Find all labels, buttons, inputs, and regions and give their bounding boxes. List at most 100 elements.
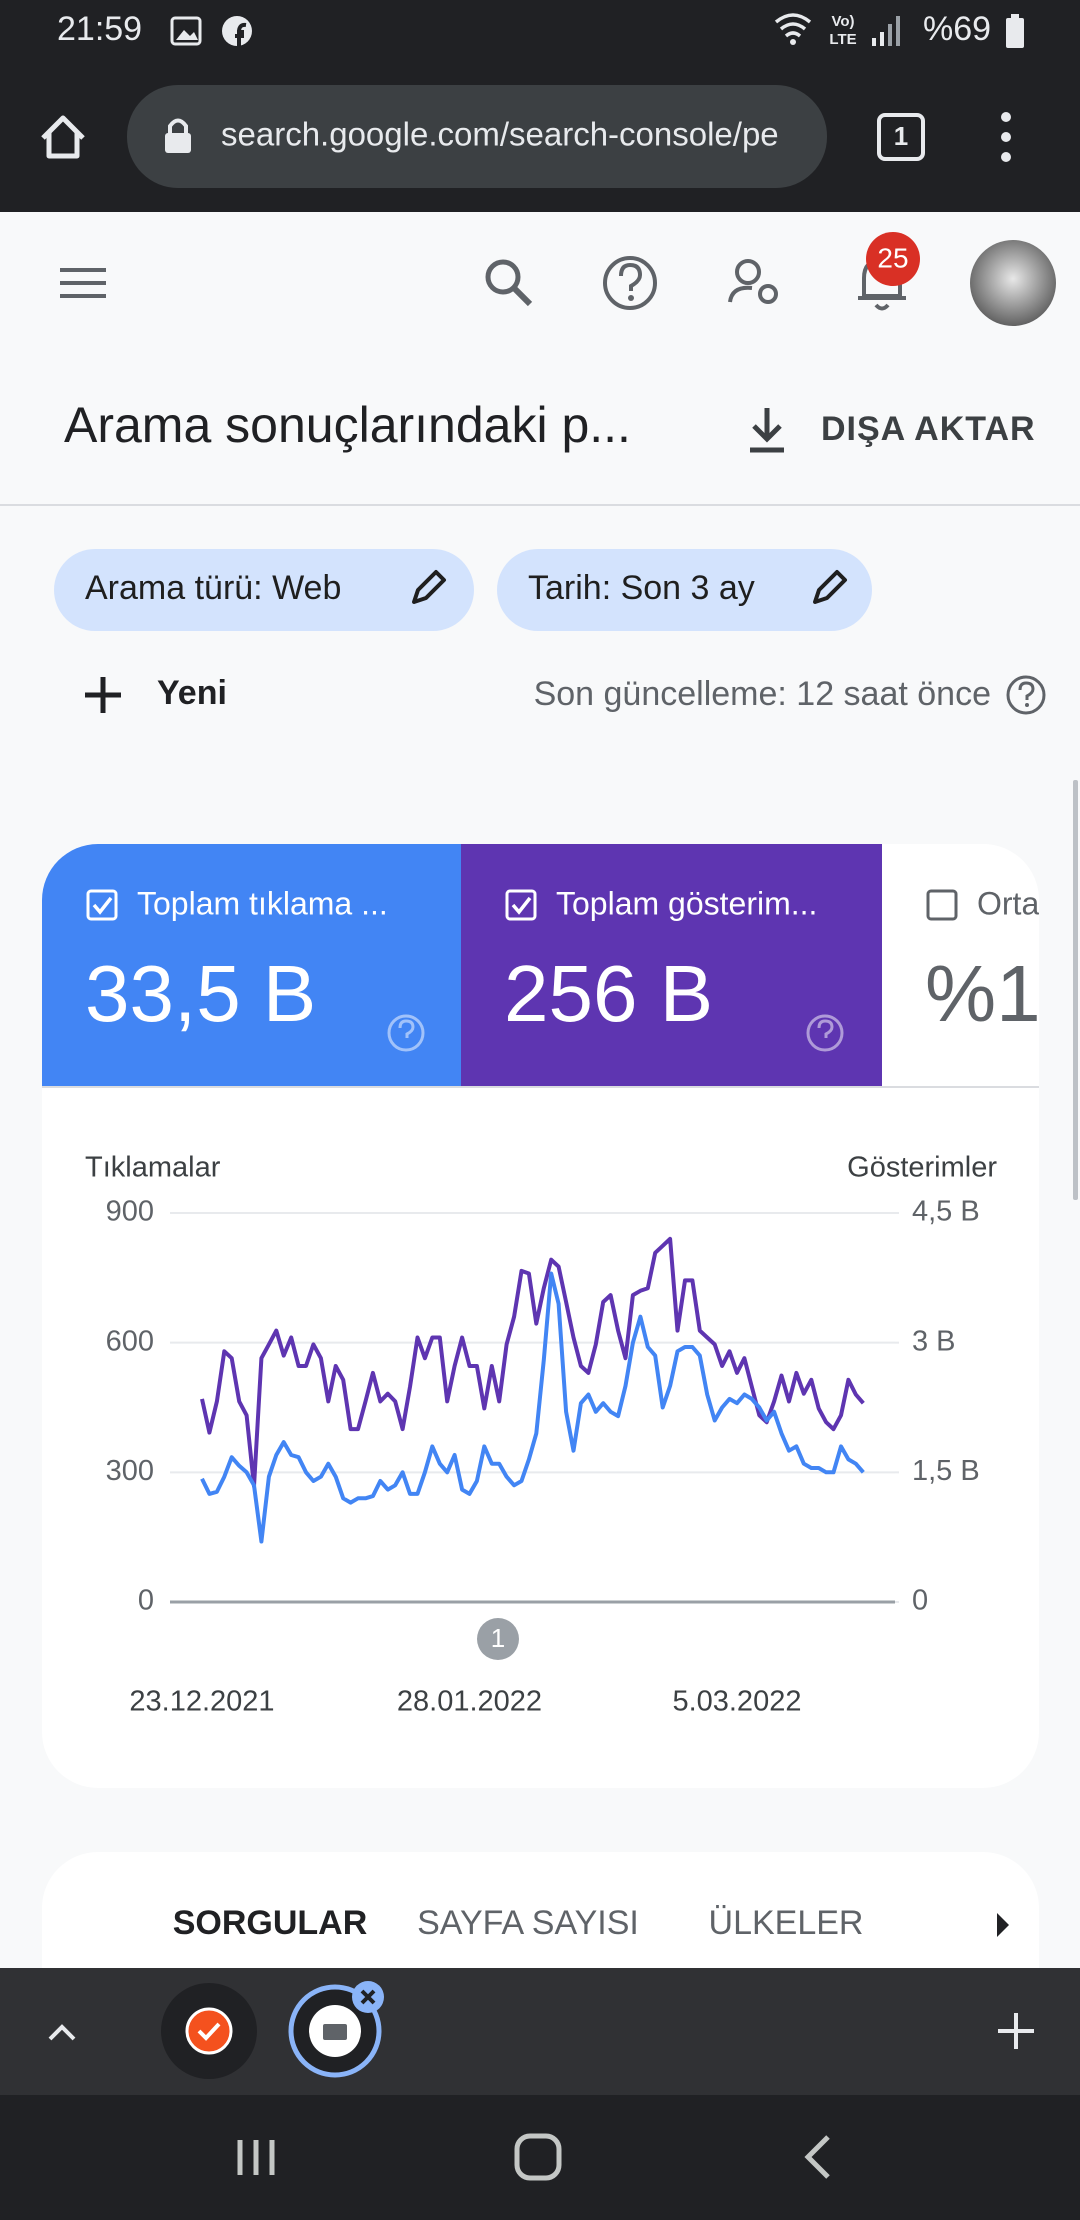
metric-tiles: Toplam tıklama ... 33,5 B Toplam gösterim.… (42, 844, 1039, 1087)
edit-icon-part (412, 570, 446, 604)
tab[interactable]: SORGULAR (173, 1904, 368, 1942)
wifi-icon-part (774, 13, 812, 38)
signal-icon-part (888, 24, 892, 46)
edit-icon[interactable] (412, 570, 446, 604)
tab-switcher[interactable] (877, 113, 925, 161)
wifi-icon-part (790, 39, 796, 45)
app-tab[interactable] (288, 1981, 384, 2078)
users-button-part (735, 259, 761, 285)
expand-button-part (48, 2024, 76, 2041)
metric-value: 33,5 B (85, 949, 316, 1038)
y-axis-title: Tıklamalar (85, 1152, 221, 1184)
back-button-part (804, 2135, 830, 2179)
expand-button[interactable] (48, 2024, 76, 2041)
help-icon[interactable] (1006, 675, 1046, 715)
url-bar[interactable] (127, 85, 827, 188)
metric-label[interactable]: Toplam tıklama ... (137, 885, 388, 921)
y-tick-label: 300 (106, 1455, 154, 1487)
search-button[interactable] (485, 259, 533, 307)
app-tab[interactable] (161, 1983, 257, 2079)
filter-chip[interactable] (497, 549, 872, 631)
facebook-icon-part (235, 22, 247, 46)
tabs-scroll-arrow[interactable] (997, 1913, 1009, 1937)
signal-icon-part (872, 38, 876, 46)
help-icon-part (1025, 703, 1029, 707)
tabs: SORGULAR SAYFA SAYISI ÜLKELER (173, 1904, 864, 1942)
gallery-icon-part (176, 30, 198, 40)
y2-axis-title: Gösterimler (847, 1152, 997, 1184)
filter-chip[interactable] (54, 549, 474, 631)
url-text[interactable]: search.google.com/search-console/pe (221, 116, 779, 153)
x-tick-label: 28.01.2022 (397, 1686, 542, 1718)
new-filter[interactable]: Yeni (157, 674, 227, 712)
filter-chip-label[interactable]: Tarih: Son 3 ay (528, 569, 755, 607)
download-icon[interactable] (750, 408, 784, 453)
page-title: Arama sonuçlarındaki p... (64, 397, 631, 453)
export-button[interactable]: DIŞA AKTAR (821, 410, 1036, 448)
users-button-part (728, 285, 753, 303)
facebook-icon (222, 16, 252, 46)
y-tick-label: 0 (138, 1585, 154, 1617)
battery-icon-part (1006, 18, 1024, 48)
metric-checkbox[interactable] (86, 889, 118, 921)
y-tick-label: 900 (106, 1196, 154, 1228)
battery-level: %69 (923, 10, 991, 48)
notification-count[interactable]: 25 (877, 242, 908, 273)
app-tab-part (185, 2007, 233, 2055)
y2-tick-label: 1,5 B (912, 1455, 980, 1487)
checkmark (511, 896, 532, 915)
metric-tile[interactable] (42, 844, 461, 1087)
volte-label: LTE (829, 31, 856, 48)
metric-tile[interactable] (882, 844, 1039, 1087)
metric-checkbox[interactable] (926, 889, 958, 921)
app-tab-part (197, 2022, 221, 2041)
notification-badge[interactable] (866, 232, 920, 286)
home-nav-button[interactable] (514, 2133, 562, 2181)
users-button-part (758, 284, 778, 304)
tab[interactable]: SAYFA SAYISI (417, 1904, 639, 1942)
metric-help[interactable] (806, 1014, 844, 1052)
users-button[interactable] (728, 259, 778, 304)
data-line (200, 1236, 865, 1489)
signal-icon-part (896, 16, 900, 46)
search-button-part (511, 285, 533, 307)
back-button[interactable] (804, 2135, 830, 2179)
metric-value: 256 B (504, 949, 713, 1038)
avatar[interactable] (970, 240, 1056, 326)
metric-checkbox[interactable] (505, 889, 537, 921)
metric-label[interactable]: Orta (977, 885, 1039, 921)
filter-chip-label[interactable]: Arama türü: Web (85, 569, 341, 607)
browser-menu-part (1001, 152, 1011, 162)
add-tab[interactable] (998, 2013, 1034, 2049)
metric-tile[interactable] (461, 844, 882, 1087)
search-button-part (485, 259, 521, 295)
tab[interactable]: ÜLKELER (709, 1904, 864, 1942)
annotation-label[interactable]: 1 (491, 1623, 505, 1653)
recents-button[interactable] (237, 2140, 275, 2175)
metric-help[interactable] (387, 1014, 425, 1052)
notifications-button-part (874, 303, 890, 311)
home-button[interactable] (41, 115, 85, 159)
x-tick-label: 5.03.2022 (672, 1686, 801, 1718)
annotation-marker[interactable] (477, 1618, 519, 1660)
battery-icon-part (1011, 14, 1019, 19)
add-icon[interactable] (85, 677, 121, 713)
recents-button-part (237, 2140, 275, 2175)
tab-count[interactable]: 1 (894, 121, 908, 151)
edit-icon[interactable] (813, 570, 847, 604)
help-button-part (628, 295, 634, 301)
lock-icon-part (165, 133, 191, 153)
gallery-icon-part (170, 16, 202, 46)
metric-label[interactable]: Toplam gösterim... (556, 885, 817, 921)
browser-menu[interactable] (1001, 112, 1011, 162)
help-button-part (619, 262, 643, 291)
help-button[interactable] (603, 256, 657, 310)
help-icon-part (1018, 681, 1035, 700)
y2-tick-label: 4,5 B (912, 1196, 980, 1228)
scrollbar (1073, 780, 1078, 1200)
app-tab-part (323, 2024, 347, 2040)
home-button-part (41, 115, 85, 159)
menu-button[interactable] (60, 268, 106, 298)
